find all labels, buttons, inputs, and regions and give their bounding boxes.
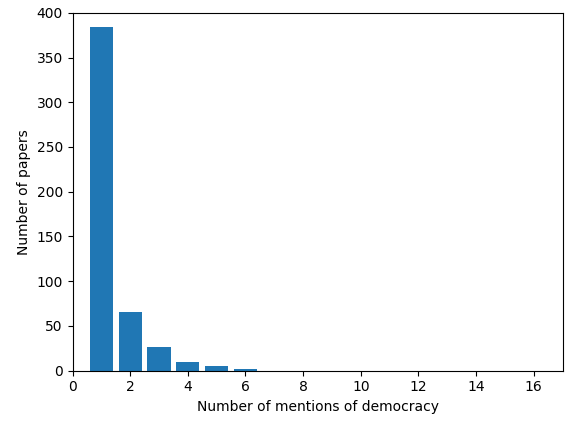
Y-axis label: Number of papers: Number of papers xyxy=(17,129,31,255)
X-axis label: Number of mentions of democracy: Number of mentions of democracy xyxy=(197,400,438,414)
Bar xyxy=(205,366,228,371)
Bar xyxy=(90,27,113,371)
Bar xyxy=(176,362,200,371)
Bar xyxy=(119,313,142,371)
Bar xyxy=(234,369,257,371)
Bar xyxy=(147,347,171,371)
